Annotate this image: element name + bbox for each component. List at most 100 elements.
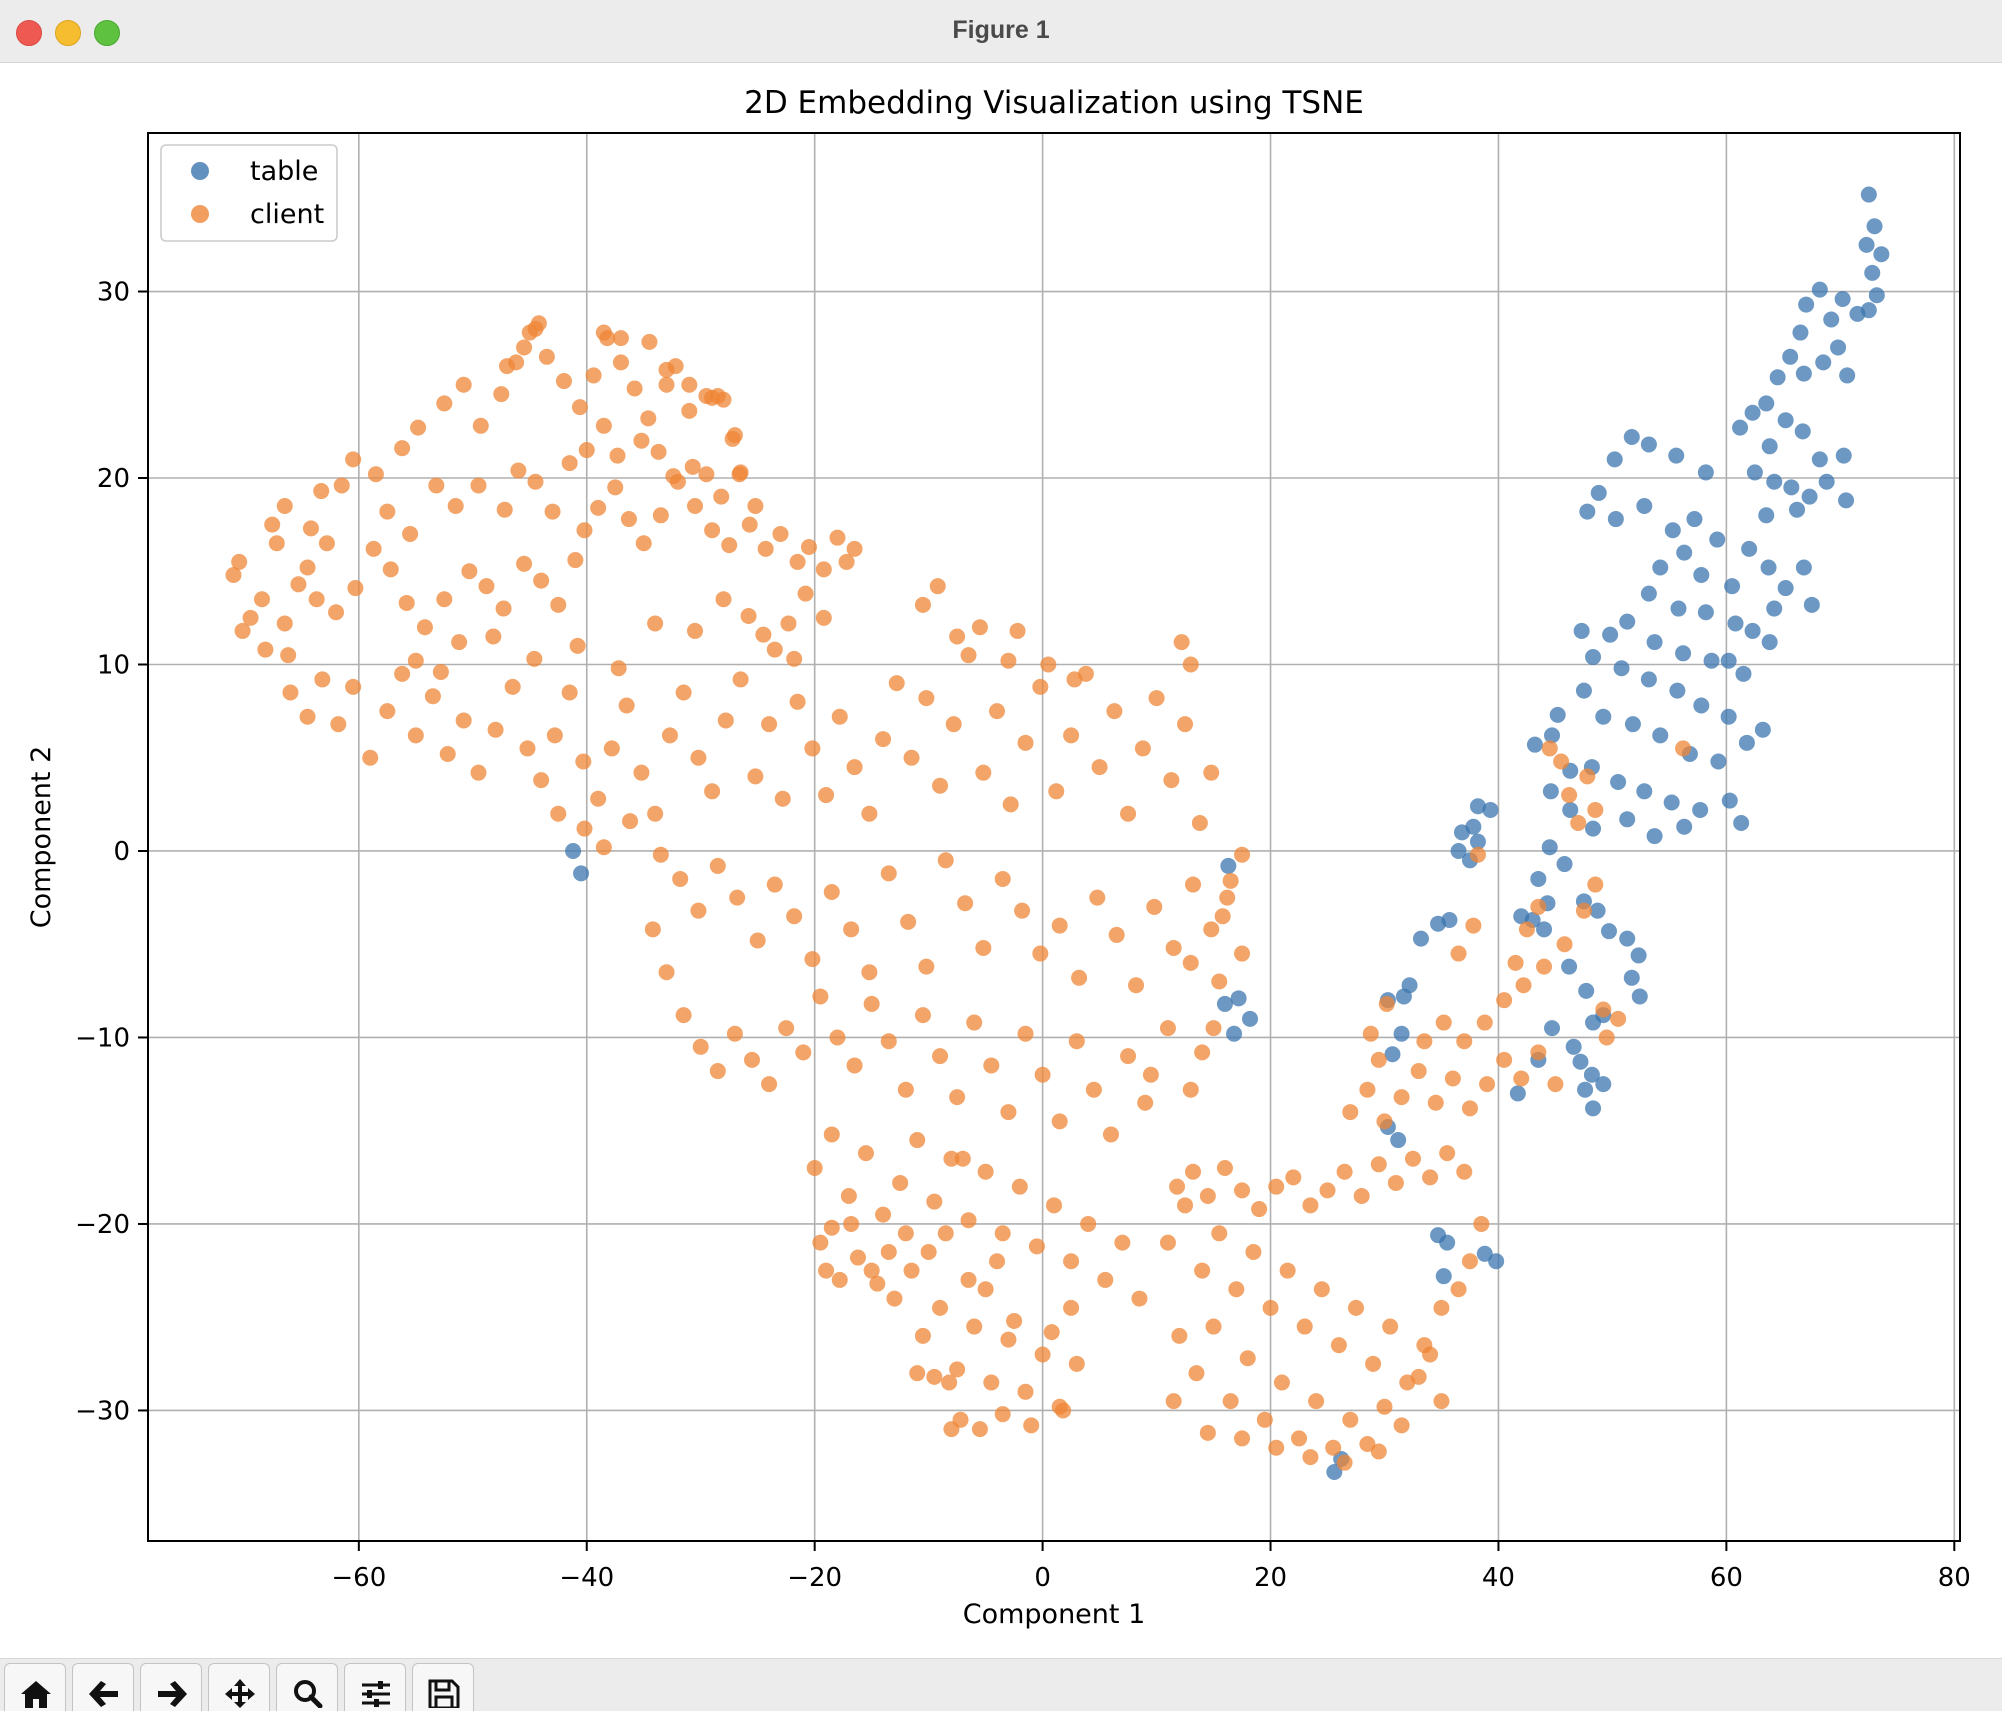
data-point-client xyxy=(455,376,472,393)
data-point-table xyxy=(1636,783,1653,800)
data-point-client xyxy=(527,320,544,337)
data-point-table xyxy=(573,865,590,882)
data-point-client xyxy=(724,430,741,447)
data-point-client xyxy=(550,596,567,613)
zoom-button[interactable] xyxy=(276,1663,338,1711)
data-point-client xyxy=(698,466,715,483)
data-point-client xyxy=(1040,656,1057,673)
data-point-client xyxy=(569,637,586,654)
data-point-client xyxy=(1163,772,1180,789)
data-point-client xyxy=(1148,690,1165,707)
data-point-client xyxy=(726,1025,743,1042)
data-point-client xyxy=(681,376,698,393)
data-point-client xyxy=(276,615,293,632)
data-point-client xyxy=(1262,1299,1279,1316)
data-point-client xyxy=(1530,1044,1547,1061)
data-point-client xyxy=(1450,945,1467,962)
data-point-table xyxy=(1230,990,1247,1007)
data-point-table xyxy=(1542,783,1559,800)
data-point-client xyxy=(658,964,675,981)
data-point-client xyxy=(455,712,472,729)
data-point-client xyxy=(1370,1443,1387,1460)
data-point-client xyxy=(665,468,682,485)
data-point-client xyxy=(966,1318,983,1335)
data-point-client xyxy=(1011,1178,1028,1195)
data-point-client xyxy=(1587,876,1604,893)
configure-subplots-button[interactable] xyxy=(344,1663,406,1711)
data-point-client xyxy=(595,324,612,341)
data-point-client xyxy=(766,641,783,658)
data-point-table xyxy=(1835,447,1852,464)
data-point-table xyxy=(1724,578,1741,595)
data-point-client xyxy=(439,746,456,763)
forward-button[interactable] xyxy=(140,1663,202,1711)
data-point-client xyxy=(641,333,658,350)
data-point-client xyxy=(571,399,588,416)
data-point-table xyxy=(1676,818,1693,835)
data-point-client xyxy=(345,678,362,695)
data-point-client xyxy=(1268,1439,1285,1456)
data-point-table xyxy=(565,842,582,859)
data-point-client xyxy=(932,1048,949,1065)
data-point-table xyxy=(1619,930,1636,947)
data-point-client xyxy=(1469,846,1486,863)
data-point-client xyxy=(932,1299,949,1316)
data-point-table xyxy=(1769,369,1786,386)
back-button[interactable] xyxy=(72,1663,134,1711)
data-point-client xyxy=(977,1163,994,1180)
data-point-client xyxy=(1479,1076,1496,1093)
data-point-table xyxy=(1577,1081,1594,1098)
close-window-button[interactable] xyxy=(16,20,42,46)
data-point-client xyxy=(914,596,931,613)
data-point-table xyxy=(1669,682,1686,699)
data-point-table xyxy=(1746,464,1763,481)
data-point-client xyxy=(903,749,920,766)
data-point-client xyxy=(1171,1327,1188,1344)
data-point-client xyxy=(717,712,734,729)
data-point-client xyxy=(918,690,935,707)
data-point-client xyxy=(1108,926,1125,943)
pan-button[interactable] xyxy=(208,1663,270,1711)
data-point-client xyxy=(1034,1066,1051,1083)
minimize-window-button[interactable] xyxy=(55,20,81,46)
data-point-table xyxy=(1469,798,1486,815)
data-point-client xyxy=(1496,992,1513,1009)
data-point-table xyxy=(1607,511,1624,528)
data-point-client xyxy=(840,1187,857,1204)
data-point-table xyxy=(1575,682,1592,699)
data-point-client xyxy=(1188,1365,1205,1382)
home-button[interactable] xyxy=(4,1663,66,1711)
data-point-client xyxy=(585,367,602,384)
data-point-client xyxy=(846,759,863,776)
data-point-table xyxy=(1738,734,1755,751)
data-point-table xyxy=(1430,915,1447,932)
data-point-client xyxy=(510,462,527,479)
data-point-table xyxy=(1469,833,1486,850)
data-point-client xyxy=(795,1044,812,1061)
data-point-client xyxy=(1439,1145,1456,1162)
data-point-client xyxy=(1465,917,1482,934)
data-point-table xyxy=(1834,290,1851,307)
maximize-window-button[interactable] xyxy=(94,20,120,46)
data-point-client xyxy=(687,622,704,639)
data-point-table xyxy=(1794,423,1811,440)
data-point-client xyxy=(231,553,248,570)
data-point-client xyxy=(1211,973,1228,990)
data-point-client xyxy=(610,660,627,677)
data-point-table xyxy=(1795,559,1812,576)
data-point-table xyxy=(1561,958,1578,975)
save-button[interactable] xyxy=(412,1663,474,1711)
data-point-table xyxy=(1782,348,1799,365)
data-point-client xyxy=(675,1007,692,1024)
data-point-client xyxy=(1017,1383,1034,1400)
data-point-client xyxy=(1610,1010,1627,1027)
data-point-client xyxy=(1234,846,1251,863)
data-point-client xyxy=(575,753,592,770)
data-point-table xyxy=(1476,1245,1493,1262)
data-point-table xyxy=(1530,870,1547,887)
data-point-table xyxy=(1544,1020,1561,1037)
data-point-client xyxy=(1330,1337,1347,1354)
data-point-table xyxy=(1216,995,1233,1012)
data-point-table xyxy=(1761,438,1778,455)
data-point-client xyxy=(731,466,748,483)
